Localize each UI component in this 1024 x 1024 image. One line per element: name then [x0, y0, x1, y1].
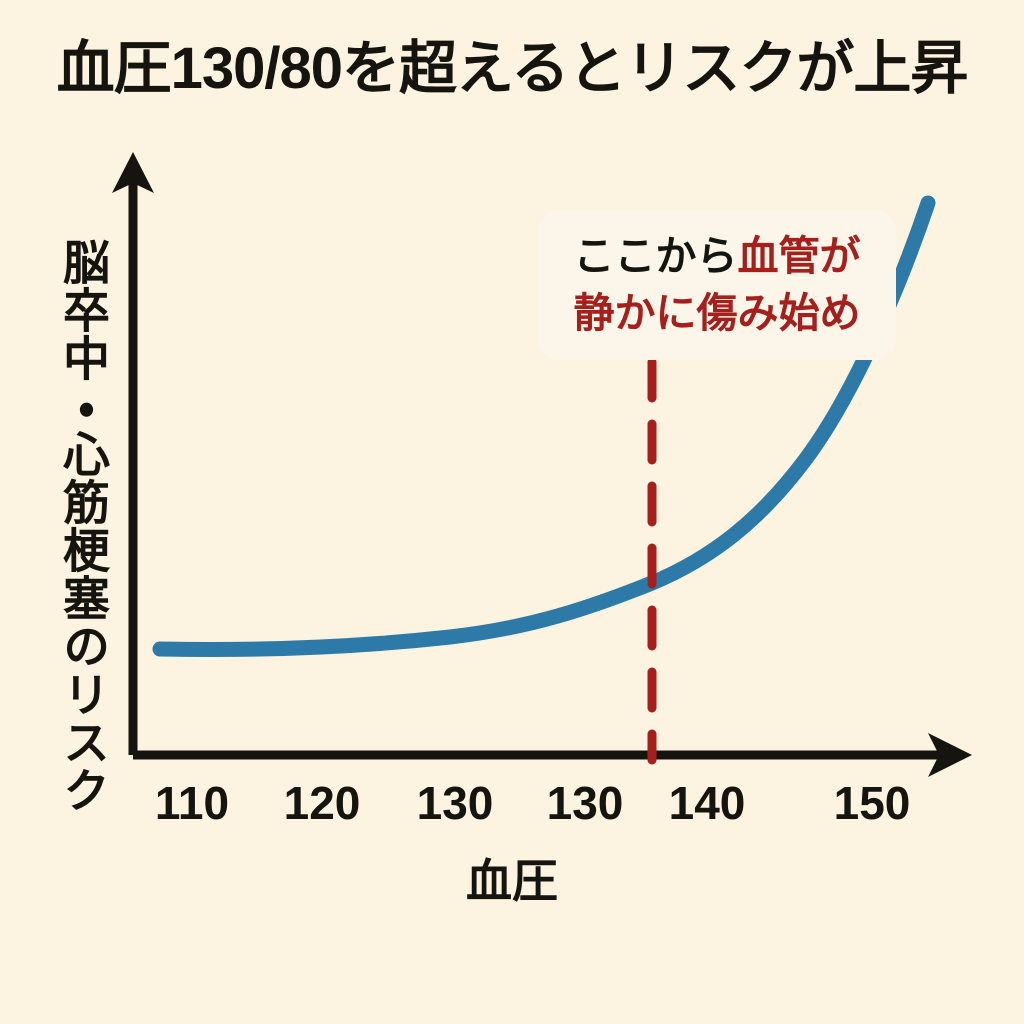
- y-axis-title: 脳卒中・心筋梗塞のリスク: [56, 238, 109, 814]
- x-axis-title: 血圧: [466, 855, 558, 907]
- callout-line-2: 静かに傷み始め: [560, 285, 874, 342]
- x-tick-label: 130: [546, 777, 624, 829]
- x-tick-label: 130: [416, 777, 494, 829]
- x-axis: [133, 733, 972, 777]
- x-tick-label: 140: [668, 777, 746, 829]
- x-tick-label: 150: [833, 777, 911, 829]
- x-tick-label: 110: [154, 777, 230, 829]
- callout-box: ここから血管が 静かに傷み始め: [538, 210, 896, 360]
- callout-text-red-1: 血管が: [737, 233, 861, 279]
- chart-title: 血圧130/80を超えるとリスクが上昇: [56, 36, 969, 101]
- callout-text-red-2: 静かに傷み始め: [573, 289, 861, 336]
- callout-line-1: ここから血管が: [560, 228, 874, 285]
- x-tick-label: 120: [283, 777, 361, 829]
- y-axis: [112, 152, 154, 755]
- callout-text-black: ここから: [573, 233, 738, 279]
